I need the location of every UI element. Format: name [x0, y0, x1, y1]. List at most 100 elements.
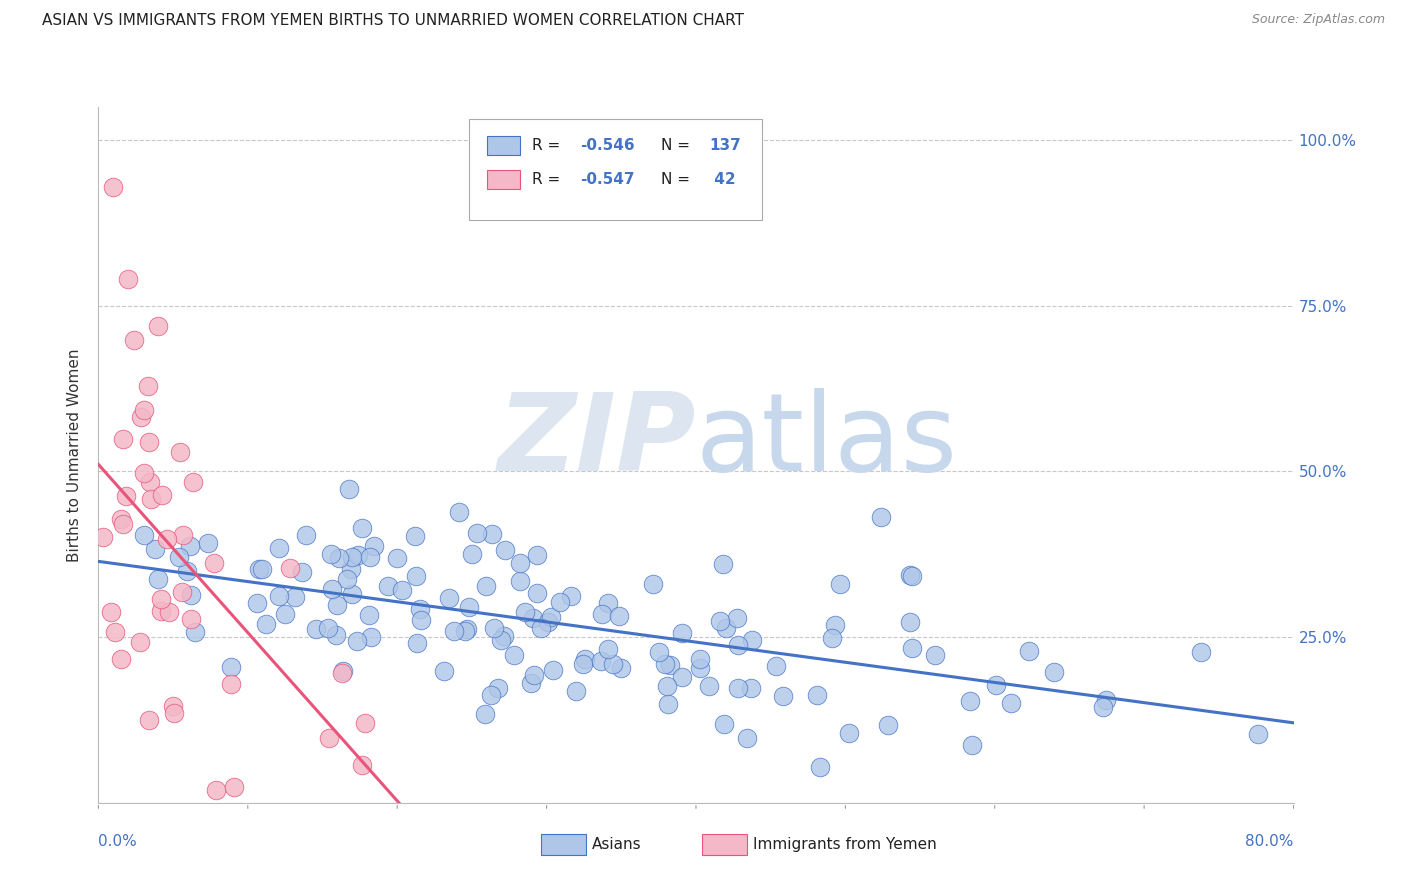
Text: Source: ZipAtlas.com: Source: ZipAtlas.com	[1251, 13, 1385, 27]
Point	[515, 605, 537, 619]
Point	[162, 698, 184, 713]
Point	[737, 731, 759, 745]
FancyBboxPatch shape	[486, 136, 520, 155]
Point	[342, 587, 364, 601]
Point	[482, 621, 505, 635]
Point	[574, 651, 596, 665]
Point	[202, 556, 225, 570]
Point	[204, 782, 226, 797]
Point	[824, 617, 846, 632]
Point	[350, 758, 373, 772]
Point	[494, 629, 516, 643]
Point	[689, 652, 711, 666]
Point	[491, 633, 513, 648]
Point	[808, 760, 831, 774]
Point	[465, 525, 488, 540]
Point	[269, 590, 291, 604]
Point	[346, 634, 368, 648]
Text: 80.0%: 80.0%	[1246, 834, 1294, 849]
Point	[280, 561, 302, 575]
Point	[91, 530, 114, 544]
Point	[560, 589, 582, 603]
Point	[456, 623, 478, 637]
Point	[598, 642, 620, 657]
Point	[111, 433, 134, 447]
Point	[671, 626, 693, 640]
Point	[134, 527, 156, 541]
Point	[325, 628, 347, 642]
Point	[1191, 645, 1213, 659]
Point	[520, 676, 543, 690]
FancyBboxPatch shape	[470, 119, 762, 219]
Point	[657, 679, 679, 693]
Point	[181, 475, 204, 490]
Point	[509, 574, 531, 588]
Point	[357, 608, 380, 623]
Point	[132, 402, 155, 417]
Point	[1018, 644, 1040, 658]
Point	[150, 487, 173, 501]
Point	[1095, 692, 1118, 706]
Point	[494, 543, 516, 558]
Point	[740, 681, 762, 696]
Point	[167, 549, 190, 564]
Point	[316, 621, 339, 635]
Point	[657, 697, 679, 711]
Point	[821, 632, 844, 646]
Point	[709, 614, 731, 628]
Point	[391, 583, 413, 598]
Text: ZIP: ZIP	[498, 388, 696, 494]
Point	[405, 569, 427, 583]
Point	[486, 681, 509, 696]
Text: -0.547: -0.547	[581, 172, 634, 187]
Point	[269, 541, 291, 555]
Point	[138, 434, 160, 449]
Text: Asians: Asians	[592, 837, 641, 852]
Point	[540, 610, 562, 624]
Point	[960, 739, 983, 753]
Point	[689, 661, 711, 675]
Point	[714, 621, 737, 635]
Point	[596, 596, 619, 610]
Text: atlas: atlas	[696, 388, 957, 494]
Point	[479, 688, 502, 702]
Text: 0.0%: 0.0%	[98, 834, 138, 849]
Point	[219, 660, 242, 674]
Point	[305, 623, 328, 637]
Point	[328, 550, 350, 565]
Point	[162, 706, 184, 720]
Point	[727, 681, 749, 695]
Point	[246, 596, 269, 610]
Point	[354, 715, 377, 730]
Point	[610, 661, 633, 675]
Point	[291, 565, 314, 579]
FancyBboxPatch shape	[702, 834, 748, 855]
Point	[443, 624, 465, 639]
Point	[180, 611, 202, 625]
Text: N =: N =	[661, 172, 695, 187]
Point	[321, 547, 343, 561]
Point	[197, 536, 219, 550]
Point	[643, 577, 665, 591]
Point	[474, 706, 496, 721]
Point	[654, 657, 676, 671]
Point	[659, 657, 682, 672]
Point	[481, 527, 503, 541]
Point	[352, 521, 374, 535]
Point	[437, 591, 460, 605]
Point	[103, 179, 125, 194]
Point	[1043, 665, 1066, 680]
Point	[548, 595, 571, 609]
Point	[184, 625, 207, 640]
Point	[346, 549, 368, 563]
Point	[117, 272, 139, 286]
Point	[360, 631, 382, 645]
Point	[1000, 696, 1022, 710]
Point	[900, 567, 922, 582]
Point	[772, 689, 794, 703]
Point	[591, 654, 613, 668]
Point	[179, 539, 201, 553]
Text: N =: N =	[661, 137, 695, 153]
Point	[112, 516, 135, 531]
Point	[711, 557, 734, 571]
